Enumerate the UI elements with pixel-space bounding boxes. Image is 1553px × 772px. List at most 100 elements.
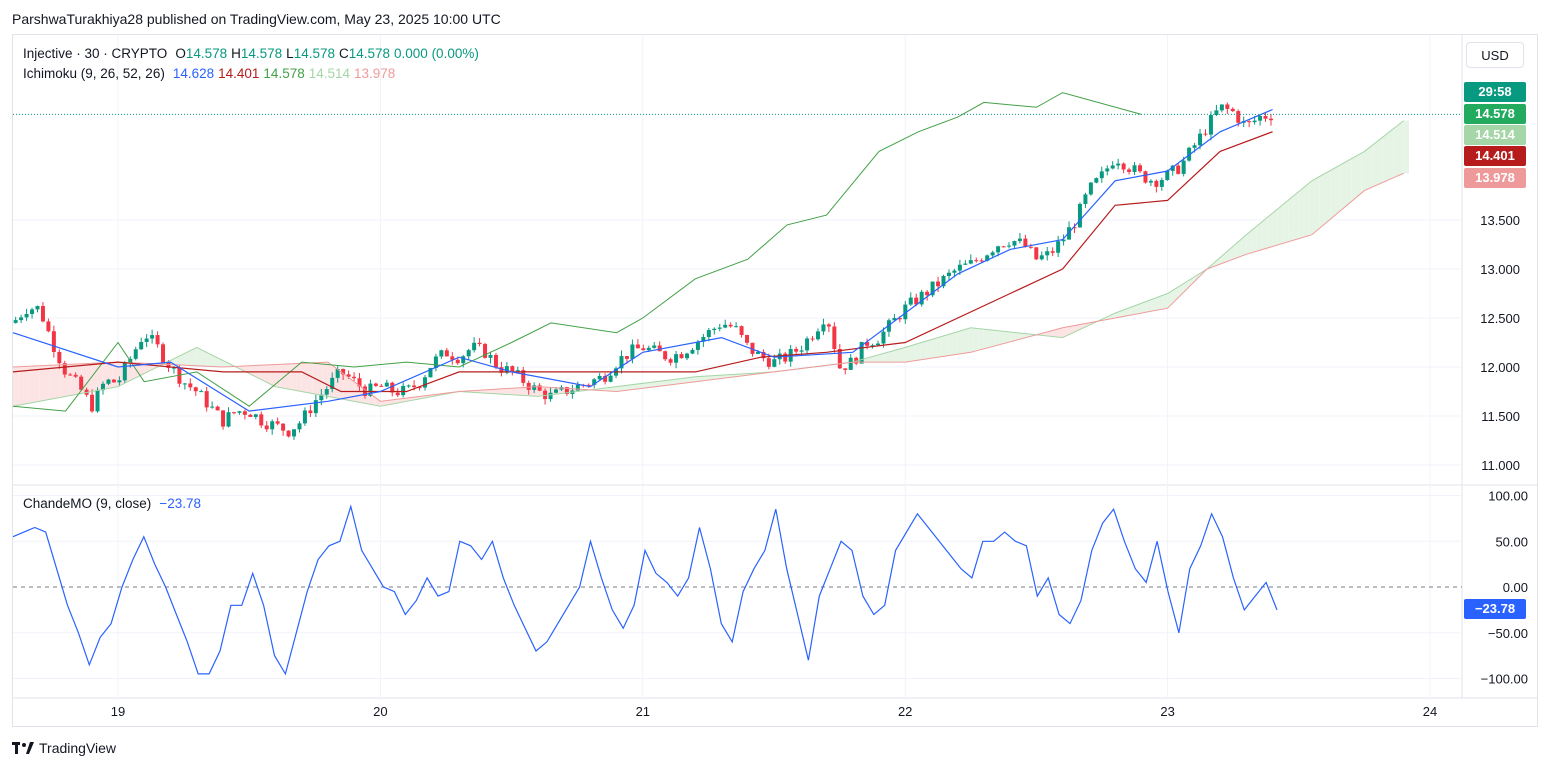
ichimoku-cloud	[91, 363, 97, 392]
ichimoku-cloud	[663, 380, 669, 386]
ichimoku-cloud	[18, 366, 24, 406]
ichimoku-cloud	[983, 329, 990, 349]
ichimoku-cloud	[952, 331, 958, 355]
cmo-tag: −23.78	[1464, 599, 1526, 619]
candle-body	[805, 338, 810, 351]
ichimoku-cloud	[522, 387, 528, 396]
candle-body	[215, 406, 220, 411]
ichimoku-cloud	[1052, 329, 1058, 337]
ichimoku-cloud	[490, 389, 496, 394]
candle-body	[586, 384, 591, 386]
candle-body	[46, 321, 51, 332]
candle-body	[1034, 247, 1039, 260]
candle-body	[275, 421, 280, 424]
price-axis-label: 13.000	[1480, 262, 1520, 277]
candle-body	[73, 374, 78, 377]
ichimoku-cloud	[1277, 204, 1284, 245]
ichimoku-cloud	[674, 378, 680, 385]
candle-body	[35, 306, 40, 310]
ichimoku-cloud	[70, 364, 76, 396]
candle-body	[859, 341, 864, 364]
countdown-tag: 29:58	[1464, 82, 1526, 102]
candle-body	[832, 326, 837, 350]
candle-body	[292, 429, 297, 437]
ichimoku-cloud	[139, 363, 145, 377]
ichimoku-cloud	[1367, 145, 1373, 190]
ichimoku-cloud	[978, 328, 984, 351]
candle-body	[1165, 170, 1170, 181]
ichimoku-cloud	[102, 362, 108, 390]
span-b-tag: 13.978	[1464, 168, 1526, 188]
ichimoku-cloud	[506, 388, 512, 395]
candle-body	[663, 351, 668, 360]
cmo-value: −23.78	[159, 496, 201, 511]
candle-body	[62, 363, 67, 375]
candle-body	[761, 351, 766, 359]
high-label: H	[231, 46, 241, 61]
price-axis-label: 13.500	[1480, 213, 1520, 228]
candle-body	[379, 385, 384, 387]
candle-body	[106, 379, 111, 384]
price-axis-label: 11.500	[1481, 409, 1520, 424]
ichimoku-cloud	[863, 357, 869, 363]
price-axis-label: 11.000	[1481, 458, 1520, 473]
ichimoku-cloud	[1393, 124, 1399, 178]
ichimoku-cloud	[196, 347, 202, 366]
candle-body	[755, 351, 760, 354]
ichimoku-cloud	[658, 380, 664, 387]
candle-body	[668, 359, 673, 363]
ichimoku-cloud	[516, 387, 523, 396]
candle-body	[472, 342, 477, 351]
candle-body	[979, 260, 984, 262]
ichimoku-cloud	[1109, 313, 1116, 319]
ichimoku-cloud	[1136, 303, 1142, 315]
ichimoku-cloud	[936, 336, 942, 358]
ichimoku-cloud	[900, 347, 906, 363]
cmo-axis-label: 50.00	[1495, 534, 1528, 549]
ichimoku-cloud	[1130, 305, 1137, 316]
candle-body	[892, 318, 897, 321]
time-axis-label: 21	[636, 704, 650, 719]
ichimoku-cloud	[1335, 164, 1341, 215]
ichimoku-cloud	[705, 375, 711, 381]
cmo-axis-label: −100.00	[1481, 672, 1528, 687]
ichimoku-cloud	[1382, 132, 1388, 183]
candle-body	[1039, 255, 1044, 260]
candle-body	[439, 350, 444, 357]
footer-brand[interactable]: TradingView	[12, 740, 116, 756]
candle-body	[1236, 111, 1241, 123]
candle-body	[204, 391, 209, 408]
ichimoku-cloud	[238, 366, 244, 371]
ichimoku-cloud	[1157, 295, 1163, 311]
candle-body	[712, 328, 717, 331]
candle-body	[1099, 171, 1104, 179]
ichimoku-cloud	[679, 378, 685, 384]
ichimoku-cloud	[223, 360, 229, 367]
candle-body	[1225, 104, 1230, 109]
ichimoku-cloud	[999, 330, 1005, 345]
ichimoku-cloud	[1235, 239, 1242, 259]
candle-body	[259, 414, 264, 426]
candle-body	[373, 383, 378, 386]
ichimoku-cloud	[1251, 226, 1257, 253]
candle-body	[193, 387, 198, 392]
ichimoku-cloud	[380, 400, 386, 407]
currency-button[interactable]: USD	[1466, 42, 1524, 68]
candle-body	[619, 356, 624, 369]
candle-body	[1176, 165, 1181, 174]
ichimoku-cloud	[1372, 141, 1378, 188]
candle-body	[1258, 116, 1263, 121]
candle-body	[865, 341, 870, 346]
candle-body	[68, 374, 73, 376]
candle-body	[881, 331, 886, 344]
cmo-axis-label: 100.00	[1488, 489, 1528, 504]
tenkan-line	[12, 108, 1273, 412]
chikou-line	[12, 92, 1142, 412]
candle-body	[1208, 115, 1213, 135]
candle-body	[695, 341, 700, 350]
candle-body	[624, 356, 629, 359]
ichimoku-cloud	[480, 389, 486, 394]
time-axis-label: 23	[1160, 704, 1174, 719]
ichimoku-cloud	[611, 386, 617, 392]
